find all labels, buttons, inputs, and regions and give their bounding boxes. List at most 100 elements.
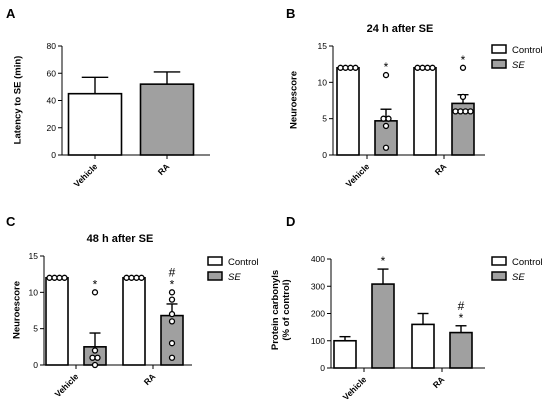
data-point: [414, 64, 421, 71]
significance-mark: *: [461, 53, 466, 67]
y-tick-label: 60: [47, 68, 57, 78]
x-tick-label: Vehicle: [344, 161, 372, 189]
data-point: [138, 274, 145, 281]
data-point: [457, 108, 464, 115]
y-tick-label: 10: [318, 77, 328, 87]
y-axis-label: Latency to SE (min): [13, 56, 24, 145]
legend-swatch: [491, 44, 507, 54]
legend-swatch: [207, 256, 223, 266]
significance-mark: #: [169, 265, 176, 279]
legend-label: SE: [512, 272, 525, 283]
x-tick-label: Vehicle: [53, 371, 81, 399]
data-point: [168, 310, 176, 318]
y-tick-label: 5: [322, 114, 327, 124]
data-point: [94, 354, 101, 361]
legend-label: Control: [512, 257, 543, 268]
bar-control: [333, 339, 357, 369]
data-point: [380, 115, 387, 122]
data-point: [347, 64, 354, 71]
x-tick-label: Vehicle: [72, 161, 100, 189]
bar-control: [411, 323, 435, 369]
bar-se: [371, 283, 395, 369]
bar-se: [449, 331, 473, 369]
y-tick-label: 0: [51, 150, 56, 160]
data-point: [91, 361, 99, 369]
y-tick-label: 300: [311, 281, 325, 291]
chart-title: 48 h after SE: [87, 233, 154, 245]
panel-d: D Protein carbonyls (% of control) 0 100 200 3…: [270, 214, 543, 402]
significance-mark: *: [384, 60, 389, 74]
legend-label: SE: [512, 60, 525, 71]
y-tick-label: 5: [33, 324, 38, 334]
bar-control: [45, 276, 69, 366]
legend-swatch: [491, 271, 507, 281]
data-point: [429, 64, 436, 71]
significance-mark: *: [170, 277, 175, 291]
bar: [67, 92, 123, 156]
panel-c: C 48 h after SE Neuroescore 0 5 10 15 Vehicle RA…: [6, 214, 259, 399]
panel-letter: A: [6, 6, 16, 21]
x-tick-label: Vehicle: [341, 374, 369, 402]
y-axis-label: Neuroescore: [12, 281, 23, 339]
y-axis-label: Protein carbonyls (% of control): [270, 270, 292, 350]
legend-label: Control: [512, 45, 543, 56]
data-point: [452, 108, 459, 115]
y-axis-label-line: Neuroescore: [289, 71, 300, 129]
data-point: [385, 115, 392, 122]
data-point: [123, 274, 130, 281]
data-point: [342, 64, 349, 71]
legend-label: Control: [228, 257, 259, 268]
y-axis-label-line: Protein carbonyls: [270, 270, 281, 350]
x-tick-label: RA: [142, 371, 158, 387]
y-tick-label: 10: [29, 287, 39, 297]
data-point: [382, 144, 390, 151]
y-tick-label: 200: [311, 309, 325, 319]
y-tick-label: 0: [33, 360, 38, 370]
x-tick-label: RA: [156, 161, 172, 177]
bar-control: [122, 276, 146, 366]
data-point: [46, 274, 53, 281]
data-point: [168, 354, 176, 361]
data-point: [419, 64, 426, 71]
panel-letter: B: [286, 6, 295, 21]
panel-letter: C: [6, 214, 16, 229]
y-tick-label: 80: [47, 41, 57, 51]
x-tick-label: RA: [431, 374, 447, 390]
data-point: [91, 289, 99, 296]
y-tick-label: 100: [311, 336, 325, 346]
data-point: [459, 64, 467, 71]
data-point: [56, 274, 63, 281]
data-point: [459, 93, 467, 101]
data-point: [382, 122, 390, 130]
data-point: [51, 274, 58, 281]
data-point: [89, 354, 96, 361]
data-point: [467, 108, 474, 115]
significance-mark: *: [93, 277, 98, 291]
y-tick-label: 400: [311, 254, 325, 264]
data-point: [352, 64, 359, 71]
data-point: [168, 340, 176, 347]
data-point: [168, 296, 176, 303]
data-point: [128, 274, 135, 281]
data-point: [168, 318, 176, 325]
legend-swatch: [491, 59, 507, 69]
legend-label: SE: [228, 272, 241, 283]
y-tick-label: 20: [47, 123, 57, 133]
data-point: [424, 64, 431, 71]
y-tick-label: 0: [322, 150, 327, 160]
panel-a: A Latency to SE (min) 0 20 40 60 80 Vehicle RA: [6, 6, 210, 189]
y-axis-label-line: Latency to SE (min): [13, 56, 24, 145]
data-point: [462, 108, 469, 115]
y-axis-label-line: Neuroescore: [12, 281, 23, 339]
legend-swatch: [491, 256, 507, 266]
y-tick-label: 0: [320, 363, 325, 373]
bar-control: [413, 67, 437, 156]
data-point: [61, 274, 68, 281]
chart-title: 24 h after SE: [367, 23, 434, 35]
y-tick-label: 15: [318, 41, 328, 51]
data-point: [91, 347, 99, 354]
y-tick-label: 40: [47, 96, 57, 106]
data-point: [133, 274, 140, 281]
panel-b: B 24 h after SE Neuroescore 0 5 10 15 Vehicle RA…: [286, 6, 543, 189]
